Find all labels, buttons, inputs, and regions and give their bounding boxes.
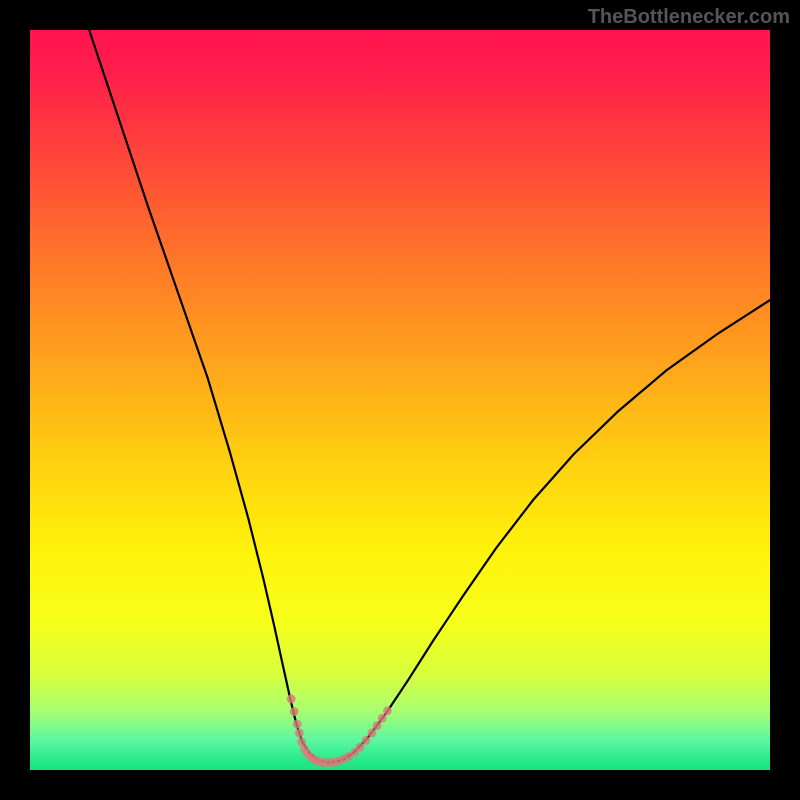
optimal-dot	[383, 706, 392, 715]
optimal-dot	[287, 695, 296, 704]
optimal-dot	[293, 720, 302, 729]
optimal-dot	[362, 736, 371, 745]
optimal-dot	[373, 721, 382, 730]
chart-svg	[30, 30, 770, 770]
optimal-dot	[378, 714, 387, 723]
bottleneck-chart	[30, 30, 770, 770]
optimal-dot	[295, 729, 304, 738]
optimal-dot	[356, 743, 365, 752]
optimal-dot	[367, 729, 376, 738]
watermark-text: TheBottlenecker.com	[588, 6, 790, 29]
optimal-dot	[290, 707, 299, 716]
gradient-background	[30, 30, 770, 770]
